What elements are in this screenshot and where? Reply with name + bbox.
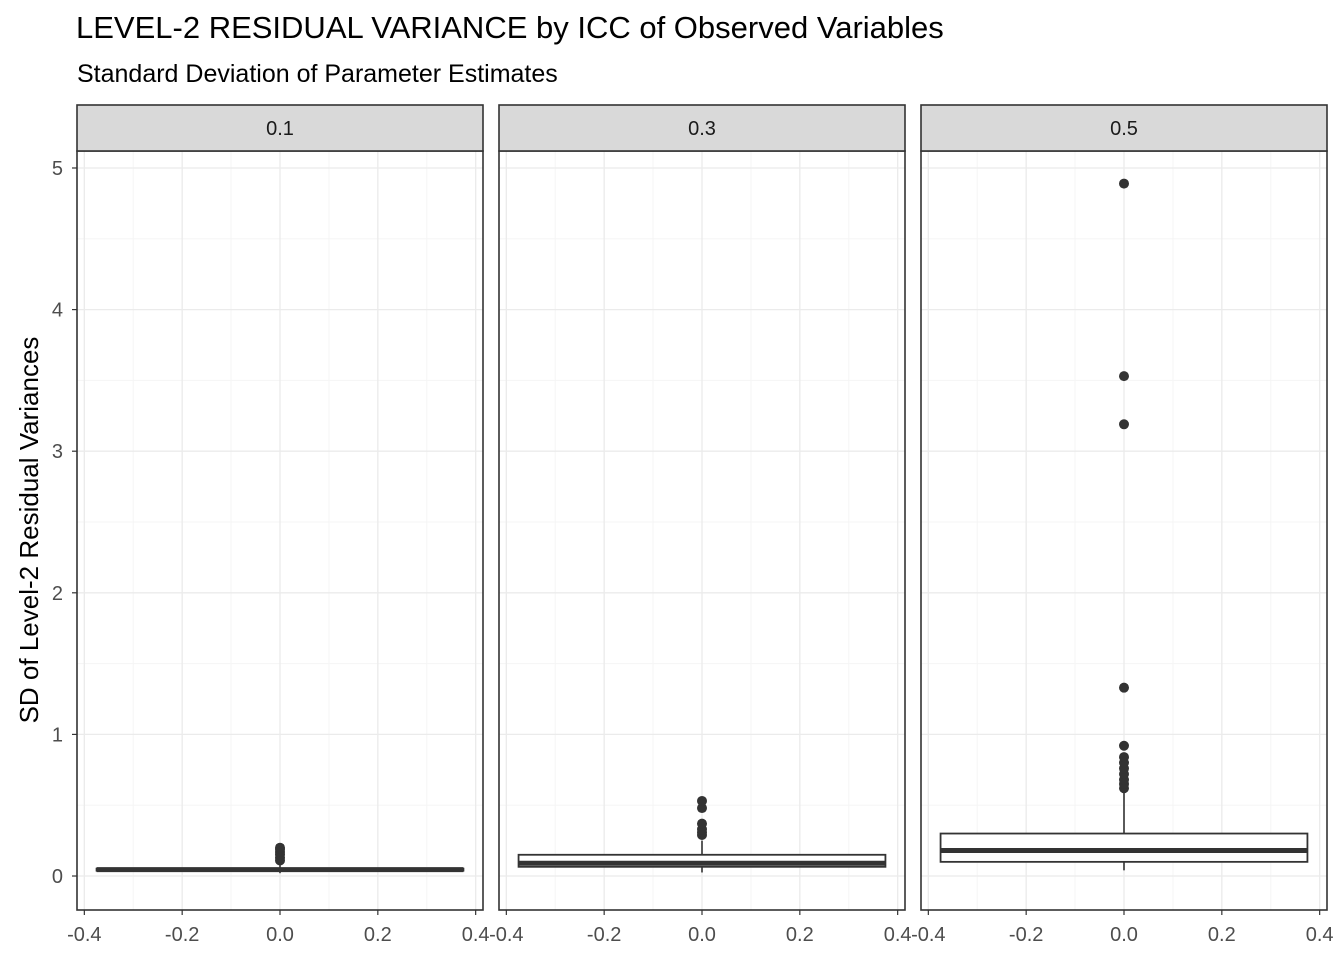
x-tick-label: 0.2 (364, 924, 392, 946)
x-tick-label: -0.4 (911, 924, 945, 946)
facet-strip-label: 0.5 (1110, 118, 1138, 140)
x-tick-label: 0.4 (1306, 924, 1334, 946)
x-tick-label: 0.2 (1208, 924, 1236, 946)
y-tick-label: 0 (52, 866, 63, 888)
facet-strip (920, 104, 1328, 152)
outlier-point (275, 842, 285, 853)
facet-panel-0.5: 0.5 -0.4 -0.2 0.0 0.2 0.4 (911, 104, 1334, 946)
y-tick-label: 2 (52, 583, 63, 605)
facet-strip-label: 0.1 (266, 118, 294, 140)
chart-title: LEVEL-2 RESIDUAL VARIANCE by ICC of Obse… (76, 10, 944, 45)
facet-strip (498, 104, 906, 152)
x-tick-label: 0.2 (786, 924, 814, 946)
facet-strip (76, 104, 484, 152)
y-tick-label: 4 (52, 300, 63, 322)
facet-panel-0.3: 0.3 -0.4 -0.2 0.0 0.2 0.4 (489, 104, 912, 946)
outlier-point (1119, 682, 1129, 693)
y-axis-label: SD of Level-2 Residual Variances (14, 337, 44, 724)
x-tick-label: -0.2 (165, 924, 199, 946)
outlier-point (1119, 752, 1129, 763)
x-tick-label: -0.2 (587, 924, 621, 946)
outlier-point (697, 818, 707, 829)
outlier-point (697, 795, 707, 806)
chart-subtitle: Standard Deviation of Parameter Estimate… (77, 60, 558, 88)
box-iqr (939, 832, 1309, 863)
x-tick-label: -0.2 (1009, 924, 1043, 946)
y-tick-label: 3 (52, 441, 63, 463)
y-tick-label: 5 (52, 158, 63, 180)
outlier-point (697, 803, 707, 814)
outlier-point (1119, 740, 1129, 751)
x-tick-label: 0.4 (462, 924, 490, 946)
facet-panel-0.1: 0.1 -0.4 -0.2 0.0 0.2 0.4 (67, 104, 490, 946)
x-tick-label: 0.0 (1110, 924, 1138, 946)
x-tick-label: 0.0 (266, 924, 294, 946)
x-tick-label: 0.4 (884, 924, 912, 946)
outlier-point (1119, 419, 1129, 430)
outlier-point (1119, 371, 1129, 382)
x-tick-label: 0.0 (688, 924, 716, 946)
x-tick-label: -0.4 (489, 924, 523, 946)
facet-strip-label: 0.3 (688, 118, 716, 140)
outlier-point (1119, 178, 1129, 189)
x-tick-label: -0.4 (67, 924, 101, 946)
y-tick-label: 1 (52, 724, 63, 746)
